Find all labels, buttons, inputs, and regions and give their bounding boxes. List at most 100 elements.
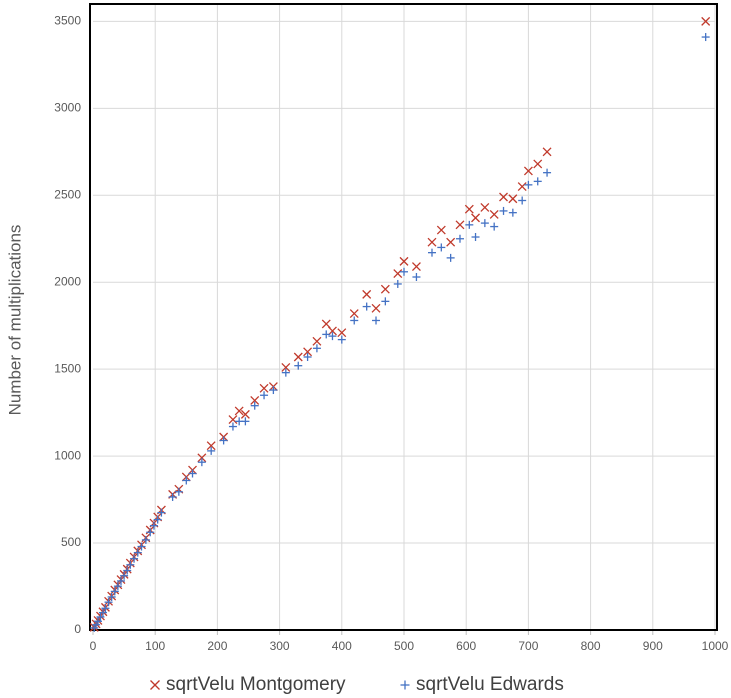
point [480,202,490,212]
marker-stroke [517,182,527,192]
point [328,332,337,341]
legend-label: sqrtVelu Edwards [416,674,564,695]
point [250,401,259,410]
point [168,492,177,501]
marker-stroke [508,194,518,204]
point [281,368,290,377]
point [206,441,216,451]
point [110,587,119,596]
point [508,194,518,204]
point [380,284,390,294]
point [116,576,125,585]
point [228,415,238,425]
point [446,253,455,262]
point [104,598,113,607]
point [427,237,437,247]
point [293,352,303,362]
point [533,177,542,186]
point [465,220,474,229]
legend-item: sqrtVelu Edwards [400,674,564,695]
marker-stroke [411,262,421,272]
marker-stroke [250,396,260,405]
point [400,267,408,276]
point [207,446,216,455]
y-axis-title: Number of multiplications [5,225,24,416]
point [228,422,237,431]
point [489,209,499,219]
point [412,273,421,282]
marker-stroke [228,415,238,425]
marker-stroke [234,406,244,416]
y-tick-label: 500 [61,535,81,549]
marker-stroke [542,147,552,157]
point [393,279,402,288]
marker-stroke [240,409,250,419]
marker-stroke [371,303,381,313]
y-tick-label: 1000 [54,448,81,462]
x-tick-label: 200 [207,639,227,653]
point [436,225,446,235]
point [350,316,359,325]
marker-stroke [701,16,711,26]
point [499,192,508,202]
marker-stroke [446,237,456,247]
marker-stroke [303,347,313,357]
point [174,487,183,496]
point [362,302,371,311]
point [523,166,533,176]
marker-stroke [321,319,331,329]
point [182,476,191,485]
point [92,620,101,629]
marker-stroke [380,284,390,294]
point [471,213,480,223]
marker-stroke [489,209,499,219]
x-tick-label: 400 [332,639,352,653]
point [411,262,421,272]
point [508,208,517,217]
marker-stroke [455,220,465,230]
point [240,409,250,419]
marker-stroke [393,269,403,278]
x-tick-label: 600 [456,639,476,653]
marker-stroke [150,680,160,690]
marker-stroke [312,336,322,346]
y-tick-label: 1500 [54,361,81,375]
marker-stroke [197,453,207,463]
marker-stroke [533,159,543,169]
marker-stroke [281,362,291,372]
point [399,256,409,266]
point [524,180,533,189]
point [372,316,381,325]
point [260,391,269,400]
point [126,560,135,569]
marker-stroke [471,213,480,223]
point [328,326,337,336]
point [701,33,710,42]
point [157,508,166,517]
point [149,521,158,530]
point [312,336,322,346]
y-tick-label: 3500 [54,14,81,28]
point [480,219,489,228]
point [107,592,116,601]
x-tick-label: 500 [394,639,414,653]
point [393,269,403,278]
point [96,612,105,621]
marker-stroke [328,326,337,336]
marker-stroke [480,202,490,212]
point [303,352,312,361]
point [437,243,446,252]
point [250,396,260,405]
point [464,204,474,214]
x-tick-label: 1000 [702,639,729,653]
point [471,233,480,242]
point [137,542,146,551]
marker-stroke [523,166,533,176]
marker-stroke [499,192,508,202]
point [312,344,321,353]
marker-stroke [293,352,303,362]
point [490,222,499,231]
point [533,159,543,169]
point [281,362,291,372]
point [371,303,381,313]
